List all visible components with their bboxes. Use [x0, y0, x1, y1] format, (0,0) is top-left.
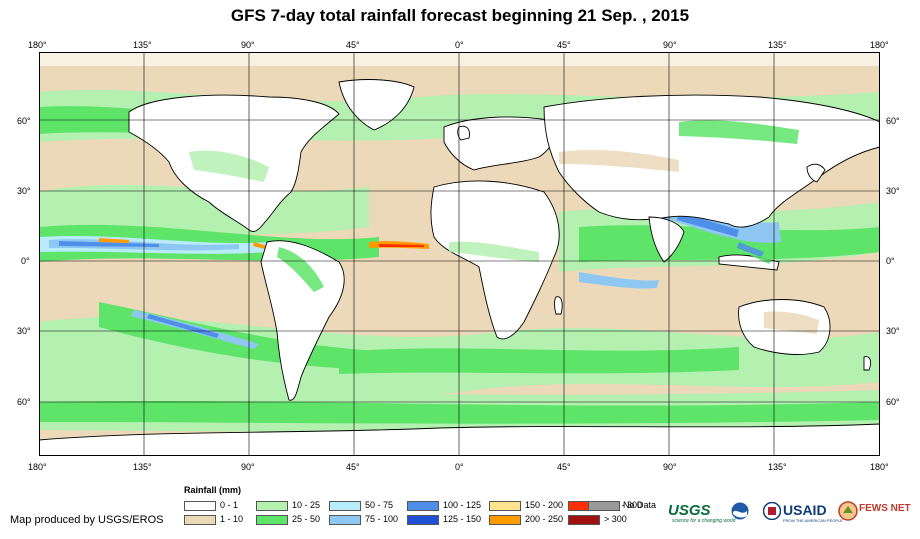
lon-label: 180°	[28, 40, 47, 50]
lat-label: 30°	[886, 326, 900, 336]
legend-label: 50 - 75	[365, 500, 394, 510]
legend-label-no-data: No Data	[623, 500, 657, 510]
lon-label: 90°	[241, 462, 255, 472]
india	[648, 216, 685, 263]
legend-label: 125 - 150	[443, 514, 482, 524]
legend-label: 200 - 250	[525, 514, 564, 524]
legend-title: Rainfall (mm)	[184, 485, 242, 495]
usaid-tagline: FROM THE AMERICAN PEOPLE	[783, 518, 843, 523]
legend-swatch	[184, 515, 216, 525]
legend-swatch	[329, 501, 361, 511]
legend-label: 25 - 50	[292, 514, 321, 524]
lon-label: 45°	[557, 40, 571, 50]
map-frame	[39, 52, 880, 456]
uk	[457, 125, 470, 141]
legend-swatch	[256, 501, 288, 511]
new-zealand	[863, 356, 872, 371]
lon-label: 90°	[241, 40, 255, 50]
usgs-tagline: science for a changing world	[672, 518, 736, 524]
lat-label: 60°	[17, 116, 31, 126]
legend-swatch	[256, 515, 288, 525]
lat-label: 30°	[17, 326, 31, 336]
greenland	[338, 79, 415, 131]
lon-label: 135°	[768, 462, 787, 472]
africa	[430, 180, 560, 340]
legend-label: 150 - 200	[525, 500, 564, 510]
lon-label: 0°	[455, 40, 464, 50]
lat-label: 30°	[886, 186, 900, 196]
legend-swatch	[568, 515, 600, 525]
fews-net-logo: FEWS NET	[859, 503, 911, 514]
legend-swatch	[489, 515, 521, 525]
legend-label: 250 - 300	[604, 500, 643, 510]
legend-swatch	[407, 515, 439, 525]
dry-zone	[39, 52, 880, 66]
lat-label: 0°	[21, 256, 30, 266]
lon-label: 135°	[133, 462, 152, 472]
legend-label: 1 - 10	[220, 514, 244, 524]
madagascar	[554, 296, 563, 315]
noaa-icon	[731, 502, 749, 520]
legend-label: 10 - 25	[292, 500, 321, 510]
legend-label: > 300	[604, 514, 627, 524]
lon-label: 90°	[663, 462, 677, 472]
lon-label: 180°	[870, 462, 889, 472]
lon-label: 45°	[557, 462, 571, 472]
lat-label: 60°	[17, 397, 31, 407]
legend-swatch	[489, 501, 521, 511]
map-title: GFS 7-day total rainfall forecast beginn…	[230, 6, 690, 25]
usgs-logo: USGS	[668, 502, 711, 519]
legend-swatch-no-data	[588, 501, 620, 511]
lon-label: 135°	[133, 40, 152, 50]
japan	[806, 163, 826, 183]
legend-swatch	[329, 515, 361, 525]
europe	[443, 116, 555, 171]
lat-label: 30°	[17, 186, 31, 196]
asia	[543, 94, 880, 228]
lat-label: 0°	[886, 256, 895, 266]
lon-label: 0°	[455, 462, 464, 472]
lon-label: 180°	[870, 40, 889, 50]
fews-net-icon	[838, 501, 858, 521]
lon-label: 45°	[346, 462, 360, 472]
legend-label: 100 - 125	[443, 500, 482, 510]
usgs-wordmark: USGS	[668, 502, 711, 519]
legend-swatch	[184, 501, 216, 511]
legend-swatch	[407, 501, 439, 511]
lon-label: 45°	[346, 40, 360, 50]
rainfall-map	[39, 52, 880, 456]
lon-label: 90°	[663, 40, 677, 50]
legend-label: 75 - 100	[365, 514, 399, 524]
lon-label: 135°	[768, 40, 787, 50]
legend-label: 0 - 1	[220, 500, 239, 510]
lat-label: 60°	[886, 397, 900, 407]
south-america	[260, 240, 345, 401]
usaid-logo: USAID	[783, 502, 827, 518]
usaid-seal-icon	[763, 502, 781, 520]
land-rain	[189, 120, 819, 334]
graticule	[39, 52, 880, 456]
credit-text: Map produced by USGS/EROS	[10, 514, 164, 526]
lat-label: 60°	[886, 116, 900, 126]
lon-label: 180°	[28, 462, 47, 472]
